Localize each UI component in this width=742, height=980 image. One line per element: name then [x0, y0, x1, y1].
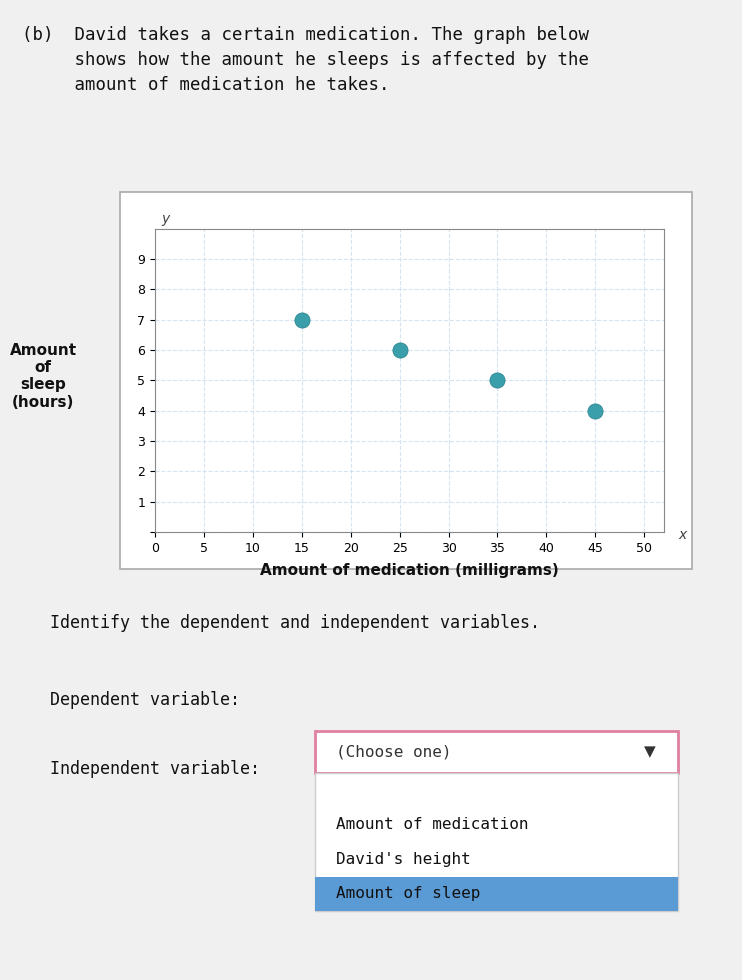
Text: David's height: David's height	[336, 852, 471, 867]
Text: Amount of medication: Amount of medication	[336, 817, 528, 832]
Text: Amount
of
sleep
(hours): Amount of sleep (hours)	[10, 343, 76, 410]
FancyBboxPatch shape	[315, 773, 678, 911]
Text: (Choose one): (Choose one)	[336, 745, 452, 760]
Text: ▼: ▼	[644, 745, 656, 760]
Text: Amount of sleep: Amount of sleep	[336, 887, 481, 902]
Text: Dependent variable:: Dependent variable:	[50, 691, 240, 709]
Text: x: x	[678, 528, 686, 542]
Text: Cost of medication: Cost of medication	[336, 783, 509, 798]
FancyBboxPatch shape	[120, 192, 692, 568]
Text: y: y	[161, 213, 169, 226]
FancyBboxPatch shape	[315, 877, 678, 911]
Text: Independent variable:: Independent variable:	[50, 760, 260, 778]
FancyBboxPatch shape	[315, 731, 678, 773]
Text: Identify the dependent and independent variables.: Identify the dependent and independent v…	[50, 614, 540, 632]
Text: (b)  David takes a certain medication. The graph below
     shows how the amount: (b) David takes a certain medication. Th…	[22, 26, 589, 94]
